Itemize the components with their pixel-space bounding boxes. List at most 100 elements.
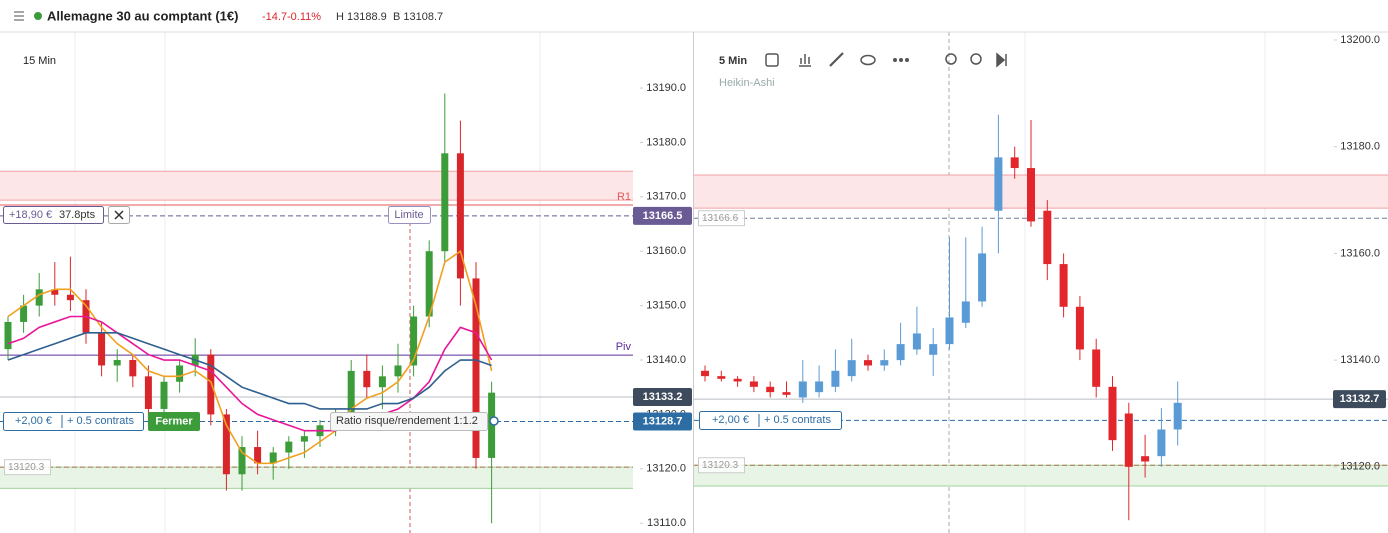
candle-body — [1124, 413, 1133, 467]
candle-body — [749, 381, 758, 387]
candle-body — [238, 447, 246, 475]
y-tick-label: 13160.0 — [1340, 247, 1380, 259]
candle-body — [378, 376, 386, 388]
candle-body — [363, 370, 371, 388]
candle-body — [766, 386, 775, 393]
zoom-in-icon[interactable] — [970, 53, 982, 65]
order-frame — [3, 412, 144, 431]
y-tick-label: 13120.0 — [1340, 461, 1380, 473]
candle-body — [1092, 349, 1101, 387]
level-name: R1 — [617, 191, 631, 203]
y-tick-label: 13150.0 — [646, 300, 686, 312]
candle-body — [1075, 306, 1084, 350]
order-box: +2,00 € + 0.5 contrats — [699, 411, 842, 430]
candle-body — [961, 301, 970, 323]
candle-body — [160, 381, 168, 409]
change: -14.7 — [262, 11, 287, 23]
candle-body — [1141, 456, 1150, 462]
toolbar — [765, 52, 1007, 68]
instrument-title: Allemagne 30 au comptant (1€) — [47, 8, 238, 23]
candle-body — [912, 333, 921, 350]
moving-average — [7, 249, 493, 465]
candle-body — [207, 354, 215, 415]
y-tick-label: 13190.0 — [646, 82, 686, 94]
indicators-icon[interactable] — [765, 53, 779, 67]
candle-body — [1157, 429, 1166, 457]
candle-body — [896, 344, 905, 361]
candle-body — [20, 305, 28, 322]
y-tick-label: 13170.0 — [646, 191, 686, 203]
close-button[interactable] — [148, 412, 200, 431]
moving-average — [7, 332, 492, 410]
low: B 13108.7 — [393, 11, 443, 23]
chart-type-icon[interactable] — [799, 54, 811, 67]
candle-body — [35, 289, 43, 306]
order-handle[interactable] — [489, 416, 499, 426]
candle-body — [701, 370, 709, 377]
timeframe[interactable]: 5 Min — [719, 55, 747, 67]
header-bar — [0, 0, 1388, 32]
candle-body — [717, 376, 726, 379]
candle-body — [488, 392, 496, 458]
price-badge — [1333, 390, 1386, 409]
close-button-label[interactable]: Fermer — [155, 415, 193, 427]
candle-body — [1027, 168, 1035, 222]
y-tick-label: 13180.0 — [646, 136, 686, 148]
price-tag-label: 13120.3 — [702, 460, 739, 471]
candle-body — [1173, 402, 1182, 430]
candle-body — [864, 360, 872, 366]
order-frame — [699, 411, 842, 430]
menu-icon[interactable] — [14, 11, 24, 21]
candle-body — [994, 157, 1003, 211]
candle-body — [254, 447, 262, 464]
price-badge-label: 13128.7 — [643, 415, 683, 427]
zoom-out-icon[interactable] — [945, 53, 957, 65]
limit-label[interactable]: Limite — [394, 209, 423, 221]
candle-body — [798, 381, 807, 398]
price-badge-label: 13166.5 — [643, 210, 683, 222]
candle-body — [410, 316, 418, 366]
grid — [74, 32, 1266, 533]
price-tag — [698, 210, 745, 227]
candle-body — [1108, 386, 1117, 441]
candle-body — [98, 332, 106, 366]
y-tick-label: 13140.0 — [646, 354, 686, 366]
limit-frame — [388, 206, 431, 224]
candle-body — [456, 153, 464, 279]
timeframe[interactable]: 15 Min — [23, 55, 56, 67]
candle-body — [285, 441, 293, 453]
chart-style: Heikin-Ashi — [719, 77, 775, 89]
candle-body — [472, 278, 480, 458]
candle-body — [733, 378, 742, 382]
candle-body — [1043, 210, 1052, 265]
price-badge — [633, 388, 692, 407]
draw-icon[interactable] — [829, 52, 844, 67]
zone — [694, 174, 1388, 209]
price-badge-label: 13132.7 — [1340, 393, 1380, 405]
candle-body — [4, 321, 12, 350]
order-box: +2,00 € + 0.5 contrats Fermer Ratio risq… — [3, 412, 499, 431]
candle-body — [425, 251, 433, 317]
change-pct: -0.11% — [287, 11, 321, 23]
zone — [694, 465, 1388, 487]
y-tick-label: 13200.0 — [1340, 34, 1380, 46]
candle-body — [347, 370, 355, 415]
more-icon[interactable] — [893, 58, 909, 62]
position-points: 37.8pts — [59, 209, 96, 221]
view-icon[interactable] — [860, 54, 876, 66]
go-end-icon[interactable] — [996, 52, 1007, 68]
close-position[interactable] — [108, 206, 130, 224]
candle-body — [176, 365, 184, 382]
y-tick-label: 13110.0 — [647, 517, 686, 529]
candle-body — [929, 344, 938, 355]
candle-body — [1059, 264, 1068, 307]
level-name: Piv — [616, 341, 632, 353]
price-tag-label: 13120.3 — [8, 462, 45, 473]
y-tick-label: 13180.0 — [1340, 141, 1380, 153]
position-pnl: +18,90 € — [9, 209, 52, 221]
candle-body — [66, 294, 74, 301]
candle-body — [394, 365, 402, 377]
zone — [0, 171, 633, 201]
